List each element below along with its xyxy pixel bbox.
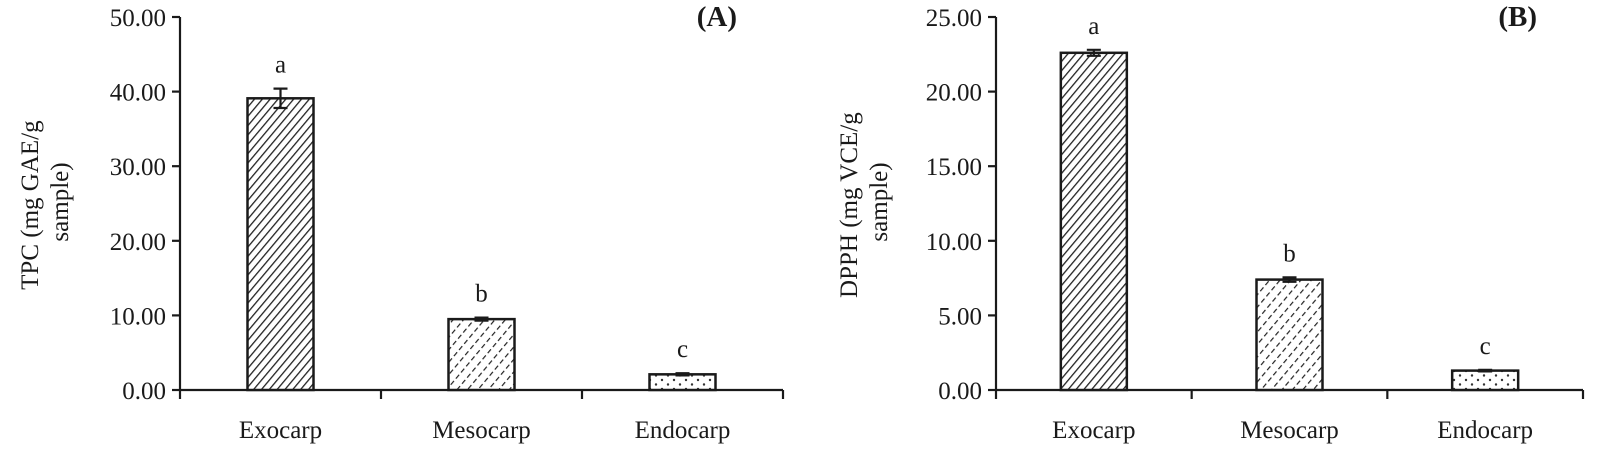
x-tick-label-exocarp-a: Exocarp (239, 417, 322, 444)
error-bar-endocarp-a (675, 372, 690, 377)
y-tick-label-b: 25.00 (926, 5, 982, 32)
bar-exocarp-b (1059, 51, 1129, 392)
y-tick-label-a: 50.00 (110, 5, 166, 32)
y-axis-label-b-line-1: DPPH (mg VCE/g (836, 112, 863, 298)
significance-label-endocarp-b: c (1480, 333, 1491, 360)
x-tick-label-endocarp-b: Endocarp (1437, 417, 1533, 444)
panel-a: (A) TPC (mg GAE/g sample) 0.00 10.00 20.00… (17, 1, 785, 444)
y-tick-label-a: 20.00 (110, 229, 166, 256)
significance-label-exocarp-b: a (1088, 13, 1099, 40)
x-tick-label-endocarp-a: Endocarp (635, 417, 731, 444)
x-tick-label-mesocarp-b: Mesocarp (1240, 417, 1339, 444)
bar-endocarp-b (1450, 369, 1520, 392)
y-tick-label-b: 20.00 (926, 80, 982, 107)
panel-label-a: (A) (697, 1, 737, 33)
y-axis-label-b-line-2: sample) (866, 162, 893, 241)
error-bar-exocarp-a (273, 87, 288, 110)
y-tick-label-b: 15.00 (926, 154, 982, 181)
y-tick-label-a: 10.00 (110, 303, 166, 330)
y-axis-label-a-line-1: TPC (mg GAE/g (17, 120, 44, 290)
error-bar-exocarp-b (1086, 48, 1101, 57)
y-axis-label-b: DPPH (mg VCE/g sample) (836, 106, 893, 298)
bar-mesocarp-b (1255, 278, 1324, 392)
x-tick-label-mesocarp-a: Mesocarp (432, 417, 531, 444)
error-bar-mesocarp-a (474, 316, 489, 322)
y-tick-label-a: 40.00 (110, 80, 166, 107)
y-tick-label-b: 10.00 (926, 229, 982, 256)
bar-exocarp-a (246, 97, 315, 392)
y-axis-label-a: TPC (mg GAE/g sample) (17, 114, 74, 290)
error-bar-mesocarp-b (1282, 276, 1297, 283)
y-tick-label-b: 0.00 (938, 378, 982, 405)
y-tick-label-b: 5.00 (938, 303, 982, 330)
y-tick-label-a: 0.00 (122, 378, 166, 405)
error-bar-endocarp-b (1478, 368, 1493, 373)
significance-label-exocarp-a: a (275, 52, 286, 79)
significance-label-endocarp-a: c (677, 336, 688, 363)
x-tick-label-exocarp-b: Exocarp (1052, 417, 1135, 444)
y-tick-label-a: 30.00 (110, 154, 166, 181)
bar-endocarp-a (648, 373, 717, 392)
panel-label-b: (B) (1498, 1, 1537, 33)
y-axis-label-a-line-2: sample) (47, 162, 74, 241)
bar-mesocarp-a (447, 317, 516, 392)
significance-label-mesocarp-b: b (1283, 240, 1296, 267)
panel-b: (B) DPPH (mg VCE/g sample) 0.00 5.00 10.00… (836, 1, 1585, 444)
significance-label-mesocarp-a: b (475, 281, 488, 308)
